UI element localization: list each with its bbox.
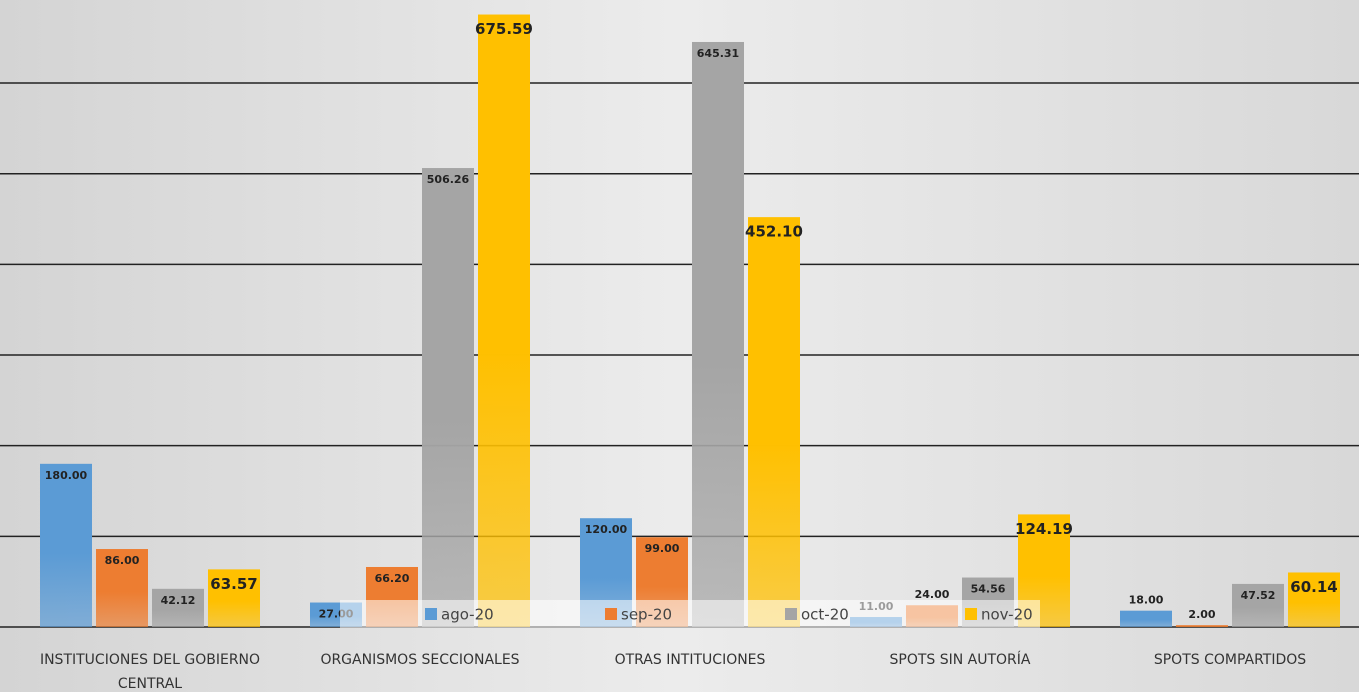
legend-swatch: [605, 608, 617, 620]
bar: [152, 588, 204, 627]
data-label: 124.19: [1015, 520, 1073, 538]
data-label: 120.00: [585, 523, 628, 536]
x-tick-label: SPOTS SIN AUTORÍA: [889, 652, 1031, 668]
data-label: 63.57: [210, 575, 257, 593]
data-label: 54.56: [971, 583, 1006, 596]
data-label: 18.00: [1129, 594, 1164, 607]
data-label: 452.10: [745, 223, 803, 241]
bar: [1288, 572, 1340, 627]
data-label: 180.00: [45, 469, 88, 482]
legend-label: ago-20: [441, 606, 494, 624]
legend-label: sep-20: [621, 606, 672, 624]
legend-box: [340, 600, 1040, 628]
bar: [1232, 583, 1284, 627]
data-label: 2.00: [1188, 608, 1215, 621]
data-label: 60.14: [1290, 578, 1337, 596]
legend-swatch: [785, 608, 797, 620]
bar: [748, 217, 800, 628]
legend-label: oct-20: [801, 606, 849, 624]
x-tick-label: INSTITUCIONES DEL GOBIERNO CENTRAL: [39, 652, 261, 692]
data-label: 99.00: [645, 542, 680, 555]
bar: [422, 168, 474, 627]
x-tick-label: OTRAS INTITUCIONES: [614, 652, 766, 668]
data-label: 506.26: [427, 173, 470, 186]
data-label: 66.20: [375, 572, 410, 585]
data-label: 42.12: [161, 594, 196, 607]
bar: [40, 463, 92, 627]
legend-label: nov-20: [981, 606, 1033, 624]
bar: [1120, 610, 1172, 627]
data-label: 47.52: [1241, 589, 1276, 602]
bar: [208, 569, 260, 627]
bar: [478, 14, 530, 627]
data-label: 86.00: [105, 554, 140, 567]
data-label: 645.31: [697, 47, 739, 60]
bar: [692, 41, 744, 627]
x-tick-label: SPOTS COMPARTIDOS: [1153, 652, 1307, 668]
data-label: 24.00: [915, 588, 950, 601]
legend-swatch: [425, 608, 437, 620]
x-tick-label: ORGANISMOS SECCIONALES: [320, 652, 520, 668]
data-label: 675.59: [475, 20, 533, 38]
bar: [1176, 625, 1228, 627]
legend-swatch: [965, 608, 977, 620]
bar: [96, 549, 148, 627]
